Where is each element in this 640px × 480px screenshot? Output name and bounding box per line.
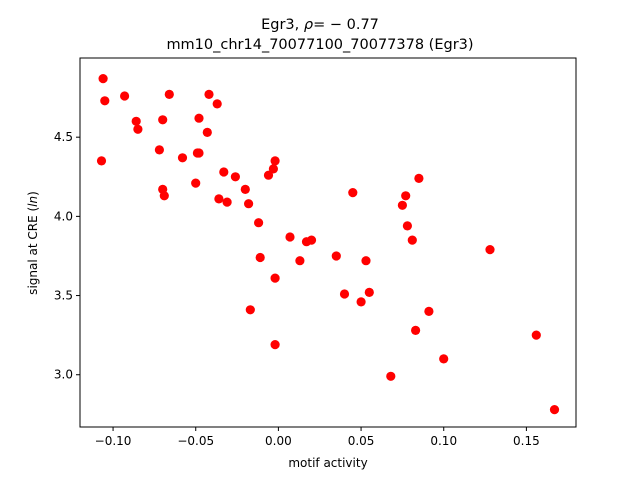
data-point <box>356 297 366 307</box>
data-point <box>158 115 168 125</box>
data-point <box>131 116 141 126</box>
data-point <box>100 96 110 106</box>
data-point <box>222 197 232 207</box>
data-point <box>424 306 434 316</box>
x-tick-label: −0.10 <box>95 434 132 448</box>
data-point <box>411 325 421 335</box>
data-point <box>154 145 164 155</box>
y-axis-label: signal at CRE (ln) <box>26 191 40 295</box>
data-point <box>177 153 188 163</box>
data-point <box>285 232 295 242</box>
data-point <box>270 340 280 350</box>
x-tick-label: 0.10 <box>430 434 457 448</box>
x-axis-ticks: −0.10 −0.05 0.00 0.05 0.10 0.15 <box>95 427 540 448</box>
data-point <box>212 99 222 109</box>
y-tick-label: 4.5 <box>54 130 73 144</box>
data-point <box>96 156 107 166</box>
data-point <box>255 252 265 263</box>
data-point <box>204 89 214 99</box>
x-tick-label: −0.05 <box>177 434 214 448</box>
data-point <box>295 256 305 266</box>
x-axis-label: motif activity <box>288 456 367 470</box>
chart-title: Egr3, ρ= − 0.77 <box>261 17 379 33</box>
data-point <box>270 273 280 283</box>
data-point <box>407 235 417 245</box>
data-point <box>263 170 274 180</box>
data-point <box>254 218 264 228</box>
data-point <box>133 124 143 134</box>
data-point <box>191 178 201 188</box>
points-layer <box>96 74 560 415</box>
x-tick-label: 0.05 <box>348 434 375 448</box>
data-point <box>348 188 358 198</box>
data-point <box>244 199 254 209</box>
data-point <box>531 330 541 340</box>
data-point <box>549 405 560 415</box>
data-point <box>219 167 229 177</box>
data-point <box>306 235 317 245</box>
data-point <box>364 287 374 297</box>
data-point <box>194 148 204 158</box>
data-point <box>120 91 130 101</box>
data-point <box>164 89 174 99</box>
y-axis-ticks: 3.0 3.5 4.0 4.5 <box>54 130 80 382</box>
data-point <box>245 305 255 315</box>
data-point <box>414 173 424 183</box>
data-point <box>202 127 212 137</box>
data-point <box>361 256 371 266</box>
y-tick-label: 3.0 <box>54 368 73 382</box>
data-point <box>386 371 396 381</box>
chart-subtitle: mm10_chr14_70077100_70077378 (Egr3) <box>166 37 473 53</box>
x-tick-label: 0.15 <box>513 434 540 448</box>
plot-frame <box>79 57 577 428</box>
y-tick-label: 4.0 <box>54 209 73 223</box>
x-tick-label: 0.00 <box>265 434 292 448</box>
data-point <box>98 74 108 84</box>
data-point <box>331 251 341 261</box>
data-point <box>268 164 278 174</box>
data-point <box>270 156 280 166</box>
data-point <box>339 289 350 299</box>
data-point <box>397 200 407 210</box>
data-point <box>402 221 412 231</box>
data-point <box>159 191 169 201</box>
data-point <box>214 194 224 204</box>
y-tick-label: 3.5 <box>54 289 73 303</box>
data-point <box>401 191 411 201</box>
data-point <box>230 172 240 182</box>
data-point <box>439 354 449 364</box>
data-point <box>240 184 250 194</box>
data-point <box>194 113 204 123</box>
data-point <box>485 245 495 255</box>
